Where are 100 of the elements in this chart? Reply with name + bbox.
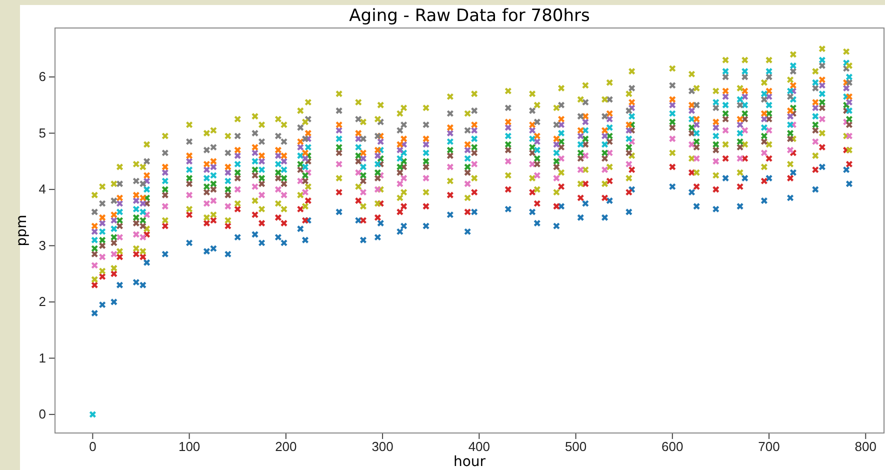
point xyxy=(162,177,169,185)
point xyxy=(470,174,478,182)
point xyxy=(736,144,744,151)
point xyxy=(692,144,700,151)
point xyxy=(224,163,232,171)
point xyxy=(790,50,797,58)
point xyxy=(470,90,478,98)
point xyxy=(377,172,384,179)
point xyxy=(422,202,430,210)
point xyxy=(470,126,478,134)
point xyxy=(258,180,266,188)
point xyxy=(186,180,193,188)
point xyxy=(818,82,826,89)
point xyxy=(143,258,150,266)
point xyxy=(296,225,304,232)
point xyxy=(741,174,748,182)
point xyxy=(552,121,560,128)
y-tick-label: 2 xyxy=(38,294,46,310)
point xyxy=(722,116,730,123)
point xyxy=(688,124,696,132)
point xyxy=(280,239,288,246)
point xyxy=(258,166,266,174)
point xyxy=(558,144,565,151)
point xyxy=(712,158,720,165)
point xyxy=(818,98,826,106)
point xyxy=(712,140,720,148)
point xyxy=(528,208,536,216)
point xyxy=(98,253,106,261)
point xyxy=(558,154,565,162)
point xyxy=(628,84,636,92)
point xyxy=(422,188,430,196)
point xyxy=(786,107,794,114)
point xyxy=(470,208,478,216)
point xyxy=(143,194,150,202)
x-tick-label: 200 xyxy=(275,439,297,454)
point xyxy=(786,146,794,154)
point xyxy=(304,197,312,204)
point xyxy=(335,135,343,142)
point xyxy=(741,126,748,134)
point xyxy=(786,93,794,100)
point xyxy=(302,163,309,171)
point xyxy=(274,152,282,160)
point xyxy=(302,216,309,224)
point xyxy=(736,84,744,92)
point xyxy=(354,116,362,123)
point xyxy=(625,144,633,151)
y-axis-title: ppm xyxy=(14,214,30,246)
point xyxy=(422,149,430,156)
point xyxy=(162,250,169,258)
point xyxy=(360,172,367,179)
point xyxy=(116,248,124,255)
point xyxy=(504,140,512,148)
point xyxy=(116,253,124,261)
point xyxy=(765,73,773,81)
point xyxy=(251,144,259,151)
point xyxy=(741,140,748,148)
point xyxy=(625,126,633,134)
point xyxy=(601,166,608,174)
point xyxy=(186,121,193,128)
point xyxy=(296,124,304,132)
point xyxy=(304,116,312,123)
point xyxy=(186,174,193,182)
point xyxy=(504,146,512,154)
point xyxy=(842,59,850,66)
point xyxy=(846,116,853,123)
point xyxy=(625,188,633,196)
point xyxy=(91,236,98,244)
point xyxy=(606,149,614,156)
point xyxy=(842,132,850,140)
point xyxy=(722,140,730,148)
point xyxy=(812,186,819,194)
point xyxy=(400,149,408,156)
point xyxy=(186,138,193,146)
point xyxy=(464,110,472,118)
point xyxy=(765,56,773,64)
point xyxy=(116,163,124,171)
point xyxy=(786,87,794,95)
point xyxy=(258,158,266,165)
point xyxy=(110,197,118,204)
point xyxy=(582,118,590,126)
point xyxy=(846,160,853,168)
point xyxy=(470,144,478,151)
point xyxy=(846,146,853,154)
point xyxy=(712,124,720,132)
point xyxy=(470,107,478,114)
point xyxy=(552,158,560,165)
point xyxy=(668,149,676,156)
point xyxy=(470,188,478,196)
point xyxy=(818,90,826,98)
point xyxy=(110,270,118,278)
point xyxy=(296,138,304,146)
point xyxy=(552,135,560,142)
point xyxy=(446,163,454,171)
point xyxy=(251,112,259,120)
point xyxy=(741,93,748,100)
point xyxy=(258,152,266,160)
point xyxy=(162,202,169,210)
point xyxy=(296,144,304,151)
point xyxy=(688,168,696,176)
point xyxy=(760,78,768,86)
